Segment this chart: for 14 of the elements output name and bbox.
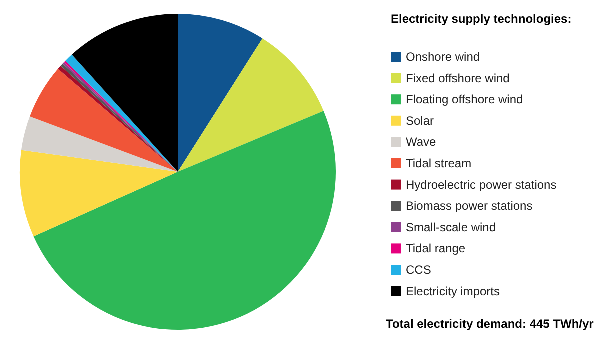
legend-label: CCS <box>406 263 432 277</box>
text: Total electricity demand: 445 TWh/yr <box>386 317 594 331</box>
legend-label: Electricity imports <box>406 284 500 298</box>
legend-label: Fixed offshore wind <box>406 71 510 86</box>
legend-label: Floating offshore wind <box>406 92 524 107</box>
legend-label: Wave <box>406 135 437 150</box>
legend-title: Electricity supply technologies: <box>391 12 572 26</box>
legend-label: Onshore wind <box>406 50 480 64</box>
legend-label: Tidal stream <box>406 156 472 170</box>
legend-label: Small-scale wind <box>406 220 496 234</box>
legend-label: Tidal range <box>406 242 466 256</box>
legend-label: Solar <box>406 114 434 128</box>
legend-label: Hydroelectric power stations <box>406 178 557 192</box>
legend-label: Biomass power stations <box>406 199 533 214</box>
